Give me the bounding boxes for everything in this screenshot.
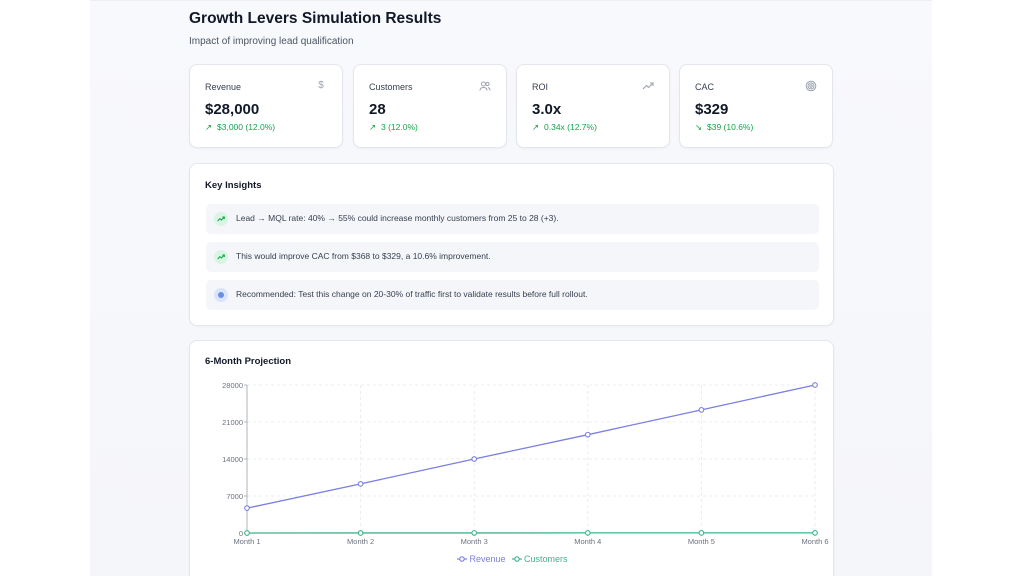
- arrow-up-right-icon: ↗: [532, 122, 540, 132]
- data-point-revenue: [584, 431, 591, 438]
- users-icon: [479, 80, 491, 92]
- metric-card-roi: ROI 3.0x ↗ 0.34x (12.7%): [516, 64, 670, 148]
- data-point-customers: [357, 530, 364, 536]
- metric-value: 28: [369, 101, 386, 118]
- data-point-customers: [471, 530, 478, 536]
- insight-text: This would improve CAC from $368 to $329…: [236, 251, 491, 261]
- legend-item-revenue[interactable]: Revenue: [457, 554, 506, 564]
- metric-label: Customers: [369, 82, 413, 92]
- metric-card-revenue: Revenue $ $28,000 ↗ $3,000 (12.0%): [189, 64, 343, 148]
- metric-value: $28,000: [205, 101, 260, 118]
- arrow-down-right-icon: ↘: [695, 122, 703, 132]
- metric-card-customers: Customers 28 ↗ 3 (12.0%): [353, 64, 507, 148]
- data-point-customers: [584, 530, 591, 536]
- x-tick-label: Month 3: [461, 537, 488, 546]
- data-point-revenue: [244, 505, 250, 512]
- dollar-icon: $: [318, 80, 324, 91]
- page-title: Growth Levers Simulation Results: [189, 10, 442, 27]
- insight-item: Recommended: Test this change on 20-30% …: [206, 280, 819, 310]
- x-tick-label: Month 1: [233, 537, 260, 546]
- series-line-revenue: [246, 384, 816, 509]
- x-tick-label: Month 6: [801, 537, 828, 546]
- data-point-customers: [698, 530, 705, 536]
- data-point-customers: [812, 530, 818, 536]
- arrow-up-right-icon: ↗: [205, 122, 213, 132]
- arrow-up-right-icon: ↗: [369, 122, 377, 132]
- trending-up-icon: [642, 80, 654, 92]
- y-tick-label: 14000: [222, 455, 243, 464]
- insight-text: Lead → MQL rate: 40% → 55% could increas…: [236, 213, 559, 223]
- chart-legend[interactable]: Revenue Customers: [190, 554, 835, 565]
- metric-value: 3.0x: [532, 101, 562, 118]
- projection-card: 6-Month Projection 0 7000 14000 21000 28000 M…: [189, 340, 834, 576]
- metric-label: CAC: [695, 82, 715, 92]
- insight-item: This would improve CAC from $368 to $329…: [206, 242, 819, 272]
- metric-card-cac: CAC $329 ↘ $39 (10.6%): [679, 64, 833, 148]
- revenue-legend-marker-icon: [457, 556, 468, 562]
- projection-chart: 0 7000 14000 21000 28000 Month 1 Month 2 Month …: [222, 381, 828, 546]
- y-tick-label: 21000: [222, 418, 243, 427]
- legend-item-customers[interactable]: Customers: [512, 554, 568, 564]
- metric-label: ROI: [532, 82, 549, 92]
- page-subtitle: Impact of improving lead qualification: [189, 36, 354, 47]
- data-point-revenue: [357, 480, 364, 487]
- metric-change: ↘ $39 (10.6%): [695, 122, 754, 132]
- projection-title: 6-Month Projection: [205, 356, 292, 367]
- metric-change: ↗ 0.34x (12.7%): [532, 122, 597, 132]
- metric-change: ↗ $3,000 (12.0%): [205, 122, 276, 132]
- insight-item: Lead → MQL rate: 40% → 55% could increas…: [206, 204, 819, 234]
- x-tick-label: Month 4: [574, 537, 601, 546]
- key-insights-title: Key Insights: [205, 180, 262, 191]
- info-dot-icon: [214, 288, 228, 302]
- target-icon: [805, 80, 817, 92]
- data-point-revenue: [812, 382, 818, 388]
- trending-up-icon: [214, 250, 228, 264]
- customers-legend-marker-icon: [512, 556, 523, 562]
- metric-value: $329: [695, 101, 729, 118]
- trending-up-icon: [214, 212, 228, 226]
- x-tick-label: Month 5: [688, 537, 715, 546]
- y-tick-label: 0: [239, 529, 243, 538]
- y-tick-label: 7000: [226, 492, 243, 501]
- x-tick-label: Month 2: [347, 537, 374, 546]
- y-tick-label: 28000: [222, 381, 243, 390]
- data-point-revenue: [471, 456, 478, 462]
- key-insights-card: Key Insights Lead → MQL rate: 40% → 55% …: [189, 163, 834, 326]
- data-point-customers: [244, 530, 250, 536]
- insight-text: Recommended: Test this change on 20-30% …: [236, 289, 588, 299]
- metric-label: Revenue: [205, 82, 242, 92]
- data-point-revenue: [698, 406, 705, 413]
- metric-change: ↗ 3 (12.0%): [369, 122, 418, 132]
